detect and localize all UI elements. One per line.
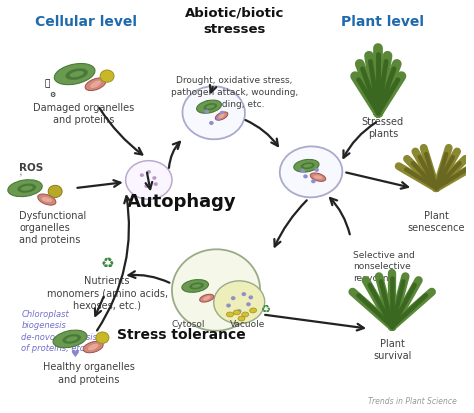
- Ellipse shape: [83, 342, 103, 353]
- Ellipse shape: [66, 336, 78, 342]
- Ellipse shape: [197, 100, 221, 113]
- Ellipse shape: [147, 170, 151, 174]
- Text: Damaged organelles
and proteins: Damaged organelles and proteins: [33, 102, 135, 125]
- Ellipse shape: [310, 173, 326, 181]
- Ellipse shape: [242, 312, 249, 317]
- Text: ♻: ♻: [260, 304, 270, 314]
- Ellipse shape: [314, 168, 319, 172]
- Ellipse shape: [219, 114, 225, 119]
- Text: Stress tolerance: Stress tolerance: [117, 328, 246, 342]
- Text: Plant level: Plant level: [341, 15, 424, 29]
- Ellipse shape: [182, 86, 245, 139]
- Text: Selective and
nonselective
recycling: Selective and nonselective recycling: [353, 252, 415, 282]
- Text: ROS: ROS: [19, 163, 43, 173]
- Text: Autophagy: Autophagy: [127, 193, 236, 211]
- Ellipse shape: [140, 173, 144, 177]
- Text: Plant
survival: Plant survival: [373, 339, 411, 361]
- Text: ♻: ♻: [100, 256, 114, 271]
- Ellipse shape: [294, 159, 319, 172]
- Text: Cytosol: Cytosol: [172, 320, 205, 329]
- Ellipse shape: [182, 280, 209, 292]
- Text: Abiotic/biotic
stresses: Abiotic/biotic stresses: [185, 7, 284, 36]
- Ellipse shape: [172, 249, 260, 331]
- Ellipse shape: [88, 344, 98, 350]
- Ellipse shape: [189, 282, 204, 290]
- Text: Cellular level: Cellular level: [35, 15, 137, 29]
- Text: Chloroplast
biogenesis
de-novo synthesis
of proteins, etc: Chloroplast biogenesis de-novo synthesis…: [21, 311, 97, 353]
- Ellipse shape: [237, 309, 242, 313]
- Text: Vacuole: Vacuole: [230, 320, 265, 329]
- Ellipse shape: [200, 294, 214, 302]
- Ellipse shape: [301, 162, 315, 169]
- Ellipse shape: [21, 186, 33, 190]
- Text: 🔧: 🔧: [44, 80, 49, 89]
- Text: Trends in Plant Science: Trends in Plant Science: [368, 397, 457, 406]
- Ellipse shape: [48, 185, 62, 197]
- Ellipse shape: [214, 281, 264, 324]
- Ellipse shape: [303, 174, 308, 178]
- Ellipse shape: [152, 176, 156, 180]
- Ellipse shape: [209, 121, 214, 125]
- Ellipse shape: [233, 310, 240, 315]
- Text: Dysfunctional
organelles
and proteins: Dysfunctional organelles and proteins: [19, 211, 86, 245]
- Text: Stressed
plants: Stressed plants: [362, 117, 404, 139]
- Ellipse shape: [250, 308, 256, 313]
- Ellipse shape: [303, 164, 312, 168]
- Ellipse shape: [53, 330, 87, 348]
- Ellipse shape: [96, 332, 109, 343]
- Text: ♥: ♥: [70, 349, 79, 359]
- Ellipse shape: [85, 78, 106, 90]
- Ellipse shape: [126, 161, 172, 199]
- Text: ⚙: ⚙: [50, 91, 56, 97]
- Ellipse shape: [227, 312, 233, 317]
- Text: Plant
senescence: Plant senescence: [408, 211, 465, 233]
- Ellipse shape: [192, 284, 201, 288]
- Ellipse shape: [18, 183, 36, 193]
- Ellipse shape: [154, 182, 158, 186]
- Ellipse shape: [42, 197, 52, 202]
- Text: Nutrients
monomers (amino acids,
hexoses, etc.): Nutrients monomers (amino acids, hexoses…: [46, 276, 168, 311]
- Ellipse shape: [90, 81, 101, 88]
- Ellipse shape: [301, 169, 305, 173]
- Ellipse shape: [63, 334, 81, 344]
- Ellipse shape: [100, 70, 114, 82]
- Ellipse shape: [246, 302, 251, 306]
- Ellipse shape: [65, 68, 88, 80]
- Ellipse shape: [314, 175, 322, 179]
- Ellipse shape: [203, 103, 217, 110]
- Ellipse shape: [70, 71, 84, 77]
- Ellipse shape: [220, 111, 224, 115]
- Ellipse shape: [226, 304, 231, 308]
- Ellipse shape: [280, 146, 342, 197]
- Ellipse shape: [215, 112, 228, 120]
- Ellipse shape: [145, 184, 148, 188]
- Text: Drought, oxidative stress,
pathogen attack, wounding,
flooding, etc.: Drought, oxidative stress, pathogen atta…: [171, 76, 298, 109]
- Ellipse shape: [206, 105, 215, 109]
- Text: ⚡: ⚡: [19, 173, 23, 178]
- Ellipse shape: [204, 109, 209, 114]
- Ellipse shape: [8, 180, 42, 197]
- Ellipse shape: [38, 194, 56, 205]
- Text: Healthy organelles
and proteins: Healthy organelles and proteins: [43, 362, 135, 385]
- Ellipse shape: [55, 64, 95, 85]
- Ellipse shape: [311, 179, 316, 183]
- Ellipse shape: [242, 292, 246, 296]
- Ellipse shape: [231, 296, 236, 300]
- Ellipse shape: [238, 316, 245, 321]
- Ellipse shape: [248, 295, 253, 299]
- Ellipse shape: [203, 296, 210, 301]
- Ellipse shape: [216, 116, 221, 120]
